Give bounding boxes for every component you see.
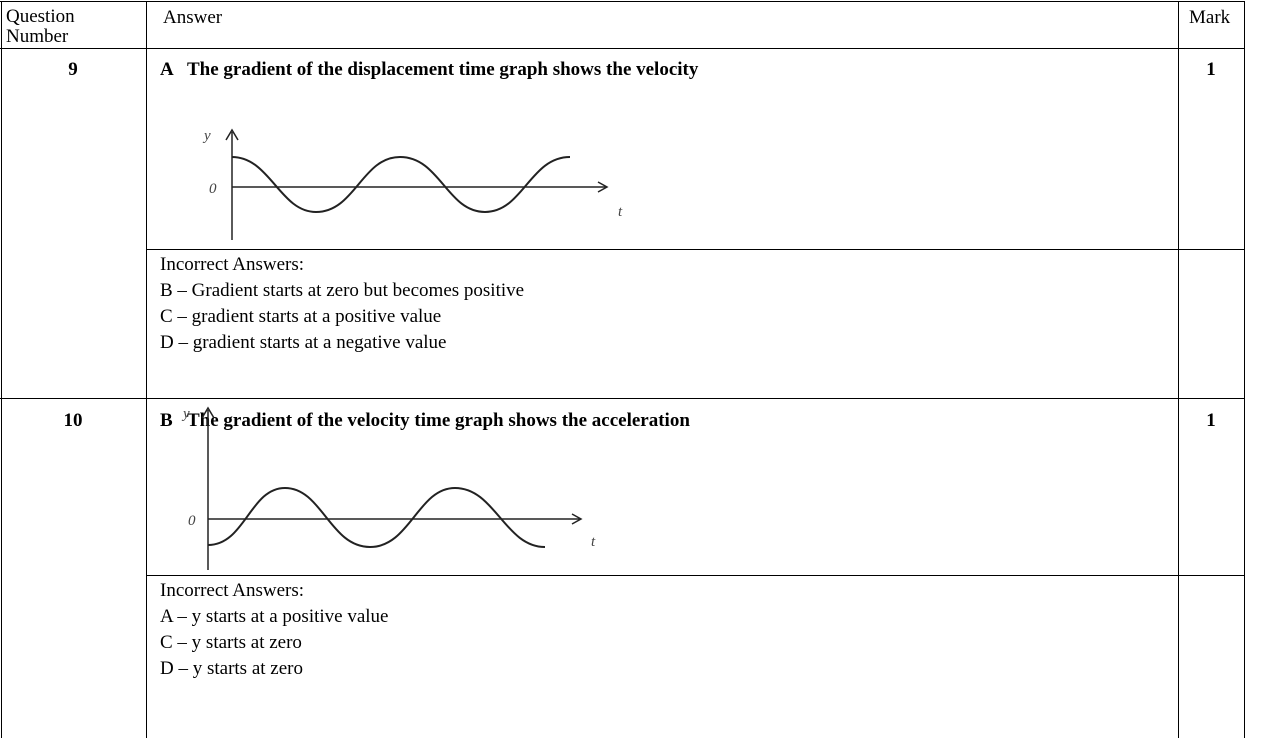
axis-label: 0	[209, 181, 217, 197]
mark: 1	[1206, 59, 1216, 80]
arrow	[201, 406, 215, 419]
answer-letter: B	[160, 410, 173, 431]
border	[1, 1, 2, 738]
axis-label: y	[202, 128, 211, 144]
border	[0, 48, 1245, 49]
answer-letter: A	[160, 59, 174, 80]
incorrect-answer: A – y starts at a positive value	[160, 606, 389, 627]
axis-label: y	[181, 406, 190, 422]
axis-label: t	[618, 204, 623, 220]
arrow	[571, 513, 583, 525]
incorrect-answer: D – y starts at zero	[160, 658, 303, 679]
border	[1178, 1, 1179, 738]
incorrect-answer: C – gradient starts at a positive value	[160, 306, 442, 327]
incorrect-answer: B – Gradient starts at zero but becomes …	[160, 280, 525, 301]
answer-text: The gradient of the velocity time graph …	[187, 410, 690, 431]
curve	[231, 155, 571, 214]
border	[1244, 1, 1245, 738]
incorrect-answer: C – y starts at zero	[160, 632, 302, 653]
header-answer: Answer	[163, 7, 223, 28]
header-mark: Mark	[1189, 7, 1231, 28]
answer-text: The gradient of the displacement time gr…	[187, 59, 699, 80]
border	[0, 398, 1245, 399]
incorrect-heading: Incorrect Answers:	[160, 580, 305, 601]
header-question: Question Number	[6, 6, 75, 47]
incorrect-answer: D – gradient starts at a negative value	[160, 332, 447, 353]
axis-label: t	[591, 534, 596, 550]
arrow	[597, 181, 609, 193]
axis-label: 0	[188, 513, 196, 529]
incorrect-heading: Incorrect Answers:	[160, 254, 305, 275]
question-number: 9	[68, 59, 78, 80]
curve	[207, 486, 546, 549]
border	[146, 249, 1245, 250]
border	[146, 575, 1245, 576]
border	[146, 1, 147, 738]
graph: y 0 t	[202, 128, 623, 240]
graph: y 0 t	[181, 406, 596, 570]
mark: 1	[1206, 410, 1216, 431]
arrow	[225, 128, 239, 141]
border	[0, 1, 1245, 2]
question-number: 10	[63, 410, 83, 431]
